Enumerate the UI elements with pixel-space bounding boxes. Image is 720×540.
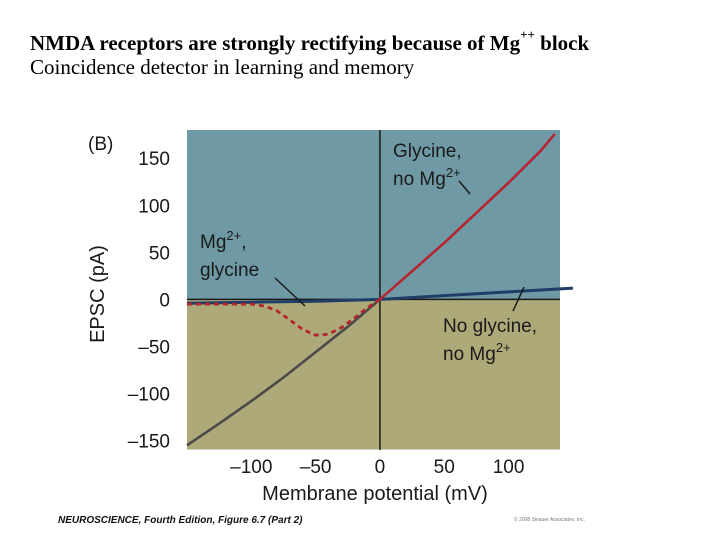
annotation-no-glycine-text: no Mg (443, 344, 496, 365)
annotation-no-glycine-line1: No glycine, (443, 316, 537, 337)
y-tick-label: –100 (128, 385, 170, 406)
annotation-mg-glycine-sup: 2+ (226, 228, 241, 243)
annotation-no-glycine-sup: 2+ (496, 340, 511, 355)
annotation-glycine-no-mg-sup: 2+ (446, 165, 461, 180)
y-tick-label: –50 (138, 337, 170, 358)
panel-label: (B) (88, 134, 113, 155)
y-tick-labels: 150 100 50 0 –50 –100 –150 (128, 149, 170, 452)
slide-title-text: NMDA receptors are strongly rectifying b… (30, 31, 521, 55)
figure-source-caption: NEUROSCIENCE, Fourth Edition, Figure 6.7… (58, 515, 303, 526)
slide-title-end: block (534, 31, 590, 55)
annotation-glycine-no-mg-text: no Mg (393, 169, 446, 190)
x-tick-label: –50 (300, 457, 332, 478)
y-tick-label: 100 (138, 196, 170, 217)
annotation-glycine-no-mg-line2: no Mg2+ (393, 165, 461, 190)
x-tick-label: 50 (434, 457, 455, 478)
annotation-mg-glycine-line1: Mg2+, (200, 228, 247, 253)
annotation-glycine-no-mg-line1: Glycine, (393, 141, 462, 162)
x-tick-label: 100 (493, 457, 525, 478)
pointer-no-glycine-no-mg (512, 286, 525, 312)
copyright-note: © 2008 Sinauer Associates, Inc. (514, 517, 585, 523)
y-tick-label: 0 (159, 290, 170, 311)
annotation-mg-glycine-line2: glycine (200, 260, 259, 281)
plot-background-negative (187, 299, 560, 450)
y-tick-label: –150 (128, 432, 170, 453)
plot-background-positive (187, 130, 560, 300)
slide-subtitle: Coincidence detector in learning and mem… (30, 55, 415, 79)
series-glycine-no-mg-negative (186, 298, 381, 447)
x-tick-label: –100 (230, 457, 272, 478)
y-axis-title: EPSC (pA) (87, 245, 109, 343)
y-tick-label: 150 (138, 149, 170, 170)
annotation-pointers (274, 180, 525, 312)
x-tick-label: 0 (375, 457, 386, 478)
annotation-mg-glycine-comma: , (241, 232, 246, 253)
series-mg-glycine (187, 298, 381, 337)
pointer-mg-glycine (274, 277, 306, 307)
pointer-glycine-no-mg (458, 180, 471, 195)
series-layer (186, 132, 573, 447)
annotation-mg-glycine-text: Mg (200, 232, 226, 253)
annotation-no-glycine-line2: no Mg2+ (443, 340, 511, 365)
series-glycine-no-mg-positive (379, 132, 556, 301)
y-tick-label: 50 (149, 243, 170, 264)
slide-title: NMDA receptors are strongly rectifying b… (30, 26, 589, 55)
x-tick-labels: –100 –50 0 50 100 (230, 457, 524, 478)
slide-title-superscript: ++ (520, 27, 535, 42)
x-axis-title: Membrane potential (mV) (262, 483, 488, 505)
